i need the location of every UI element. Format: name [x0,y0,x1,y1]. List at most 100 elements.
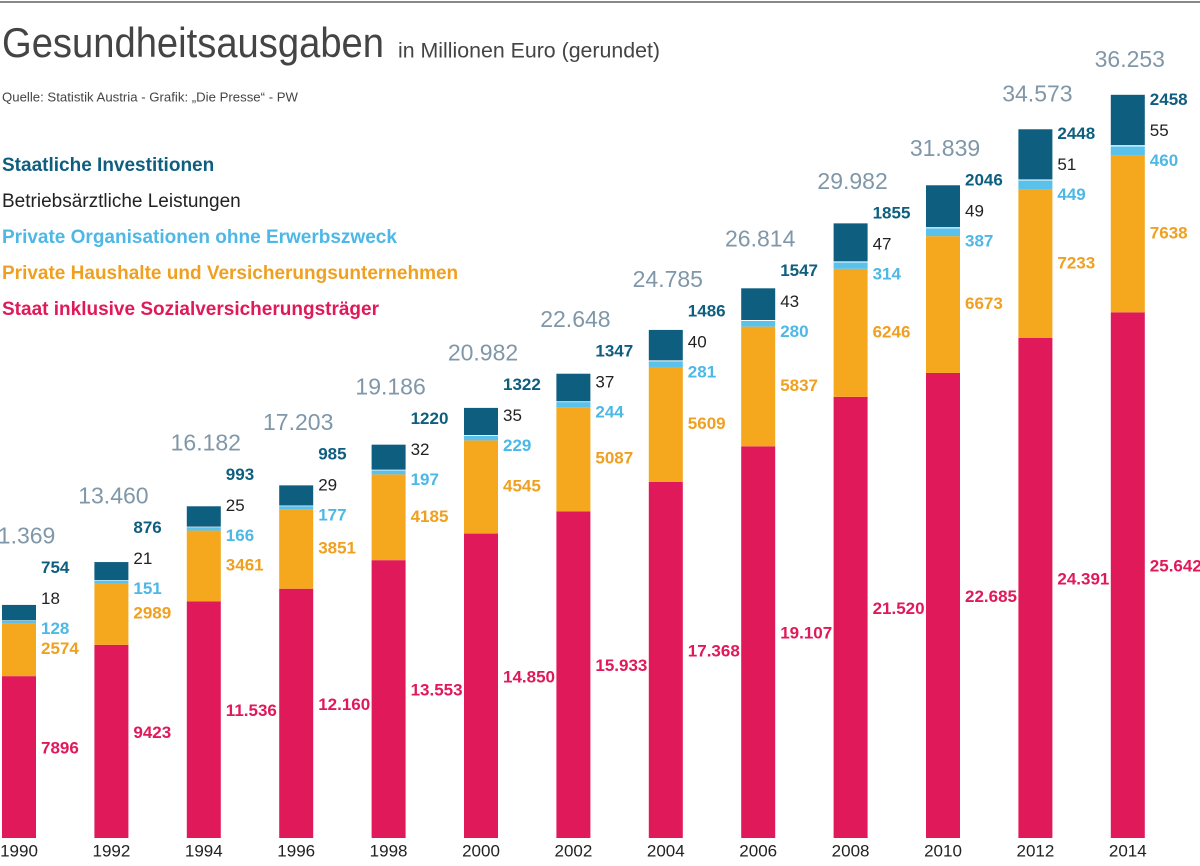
bar-segment [371,474,406,561]
data-label: 5837 [780,376,818,395]
data-label: 244 [595,403,624,422]
data-label: 13.553 [411,681,463,700]
bar-segment [833,223,868,262]
data-label: 177 [318,505,346,524]
bar-segment [279,506,314,510]
data-label: 17.368 [688,641,740,660]
bar-segment [186,601,221,838]
x-tick-label: 2012 [1016,841,1054,860]
legend-label: Staatliche Investitionen [2,155,214,176]
legend-label: Private Organisationen ohne Erwerbszweck [2,227,397,248]
bar-segment [741,446,776,838]
data-label: 15.933 [595,656,647,675]
bar-segment [648,360,683,362]
data-label: 985 [318,444,346,463]
data-label: 21.520 [873,599,925,618]
bar-segment [1018,129,1053,180]
bar-segment [464,407,498,435]
bar-segment [1110,94,1145,146]
chart-subtitle: in Millionen Euro (gerundet) [398,40,660,63]
data-label: 51 [1057,155,1076,174]
data-label: 5609 [688,414,726,433]
total-label: 16.182 [171,430,241,456]
data-label: 12.160 [318,695,370,714]
data-label: 47 [873,234,892,253]
bar-segment [279,505,314,507]
bar-segment [648,329,683,361]
data-label: 2989 [133,604,171,623]
x-tick-label: 1994 [185,841,223,860]
data-label: 35 [503,406,522,425]
bar-segment [556,401,591,403]
bar-segment [648,366,683,482]
bar-segment [186,506,221,527]
bar-segment [186,530,221,602]
data-label: 4185 [411,507,449,526]
data-label: 19.107 [780,624,832,643]
bar-segment [1110,145,1145,147]
total-label: 19.186 [355,373,425,399]
bar-segment [464,434,498,436]
bar-segment [371,444,406,470]
bar-segment [2,623,36,677]
total-label: 26.814 [725,226,796,252]
bar-segment [279,485,314,506]
data-label: 280 [780,322,808,341]
bar-segment [926,372,960,838]
bar-segment [371,560,406,838]
bar-segment [741,320,776,327]
bar-segment [556,402,591,408]
x-tick-label: 1992 [92,841,130,860]
bar-segment [464,435,498,441]
data-label: 1347 [595,342,633,361]
bar-segment [94,580,129,584]
data-label: 3851 [318,539,356,558]
data-label: 151 [133,579,161,598]
bar-segment [833,396,868,838]
bar-segment [556,511,591,838]
data-label: 1486 [688,301,726,320]
data-label: 22.685 [965,587,1017,606]
data-label: 449 [1057,185,1085,204]
data-label: 2458 [1150,90,1188,109]
bar-segment [648,481,683,838]
bar-segment [741,288,776,321]
data-label: 229 [503,436,531,455]
data-label: 3461 [226,556,264,575]
data-label: 7233 [1057,253,1095,272]
data-label: 281 [688,362,716,381]
data-label: 460 [1150,151,1178,170]
total-label: 22.648 [540,306,610,332]
bar-segment [2,620,36,624]
data-label: 876 [133,518,161,537]
total-label: 20.982 [448,339,518,365]
bar-segment [1110,312,1145,838]
bar-segment [1018,189,1053,338]
bar-segment [186,527,221,531]
bar-segment [371,470,406,475]
data-label: 314 [873,264,902,283]
bar-segment [1110,146,1145,156]
data-label: 1855 [873,203,911,222]
bar-segment [279,509,314,589]
bar-segment [926,228,960,237]
data-label: 1220 [411,409,449,428]
bar-segment [279,588,314,838]
data-label: 40 [688,332,707,351]
data-label: 128 [41,619,69,638]
bar-segment [94,562,129,581]
bar-segment [648,361,683,367]
bar-segment [926,236,960,373]
bar-segment [2,604,36,621]
data-label: 166 [226,526,254,545]
x-tick-label: 2010 [924,841,962,860]
total-label: 34.573 [1002,80,1072,106]
data-label: 29 [318,475,337,494]
total-label: 31.839 [910,135,980,161]
bar-segment [556,373,591,402]
bar-segment [371,469,406,471]
legend-label: Staat inklusive Sozialversicherungsträge… [2,299,380,320]
data-label: 25.642 [1150,557,1200,576]
data-label: 6673 [965,294,1003,313]
